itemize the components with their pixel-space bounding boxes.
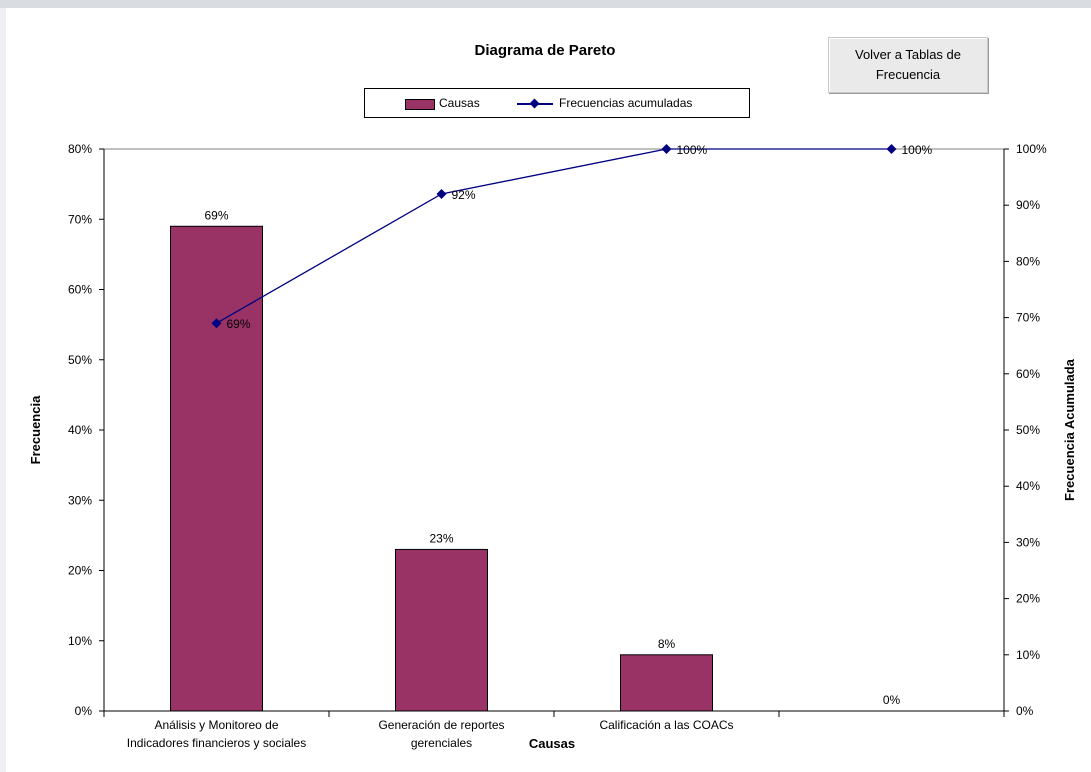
line-data-label: 100%	[677, 143, 708, 157]
line-data-label: 100%	[902, 143, 933, 157]
y2-tick-label: 60%	[1016, 367, 1040, 381]
y-tick-label: 20%	[68, 564, 92, 578]
bar	[395, 548, 488, 712]
y-tick-label: 60%	[68, 283, 92, 297]
y2-tick-label: 70%	[1016, 311, 1040, 325]
window-top-band	[0, 0, 1091, 8]
y2-tick-label: 20%	[1016, 592, 1040, 606]
legend: Causas Frecuencias acumuladas	[364, 88, 750, 118]
y2-tick-label: 30%	[1016, 535, 1040, 549]
y-tick-label: 40%	[68, 423, 92, 437]
x-tick-label: Análisis y Monitoreo de	[154, 718, 278, 732]
y-tick-label: 70%	[68, 212, 92, 226]
bar-data-label: 8%	[658, 637, 676, 651]
legend-bar-swatch	[405, 99, 435, 110]
line-point	[661, 144, 672, 154]
x-tick-label: Calificación a las COACs	[599, 718, 733, 732]
bar-data-label: 69%	[204, 208, 228, 222]
y-tick-label: 0%	[75, 704, 93, 718]
cumulative-line	[216, 148, 892, 324]
x-tick-label: Indicadores financieros y sociales	[127, 736, 306, 750]
back-to-frequency-tables-button[interactable]: Volver a Tablas de Frecuencia	[828, 37, 988, 93]
bar	[620, 654, 713, 712]
y-tick-label: 80%	[68, 142, 92, 156]
y2-tick-label: 90%	[1016, 198, 1040, 212]
legend-diamond-marker	[529, 98, 540, 109]
legend-bar-label: Causas	[439, 96, 480, 110]
y-tick-label: 30%	[68, 493, 92, 507]
line-data-label: 69%	[227, 317, 251, 331]
bar-data-label: 23%	[429, 531, 453, 545]
line-point	[211, 318, 222, 329]
x-tick-label: Generación de reportes	[378, 718, 504, 732]
y-axis-title: Frecuencia	[28, 395, 43, 464]
line-point	[436, 188, 447, 199]
y2-tick-label: 80%	[1016, 254, 1040, 268]
y2-tick-label: 40%	[1016, 479, 1040, 493]
line-data-label: 92%	[452, 188, 476, 202]
bar-data-label: 0%	[883, 693, 901, 707]
y2-tick-label: 0%	[1016, 704, 1034, 718]
y2-tick-label: 50%	[1016, 423, 1040, 437]
window-left-band	[0, 8, 6, 772]
y2-tick-label: 10%	[1016, 648, 1040, 662]
y-tick-label: 10%	[68, 634, 92, 648]
y2-tick-label: 100%	[1016, 142, 1047, 156]
legend-line-label: Frecuencias acumuladas	[559, 96, 693, 110]
y2-axis-title: Frecuencia Acumulada	[1062, 358, 1077, 501]
chart-title: Diagrama de Pareto	[474, 42, 616, 59]
bar	[170, 225, 263, 712]
x-tick-label: gerenciales	[411, 736, 472, 750]
y-tick-label: 50%	[68, 353, 92, 367]
x-axis-title: Causas	[529, 736, 575, 751]
line-point	[886, 144, 897, 154]
